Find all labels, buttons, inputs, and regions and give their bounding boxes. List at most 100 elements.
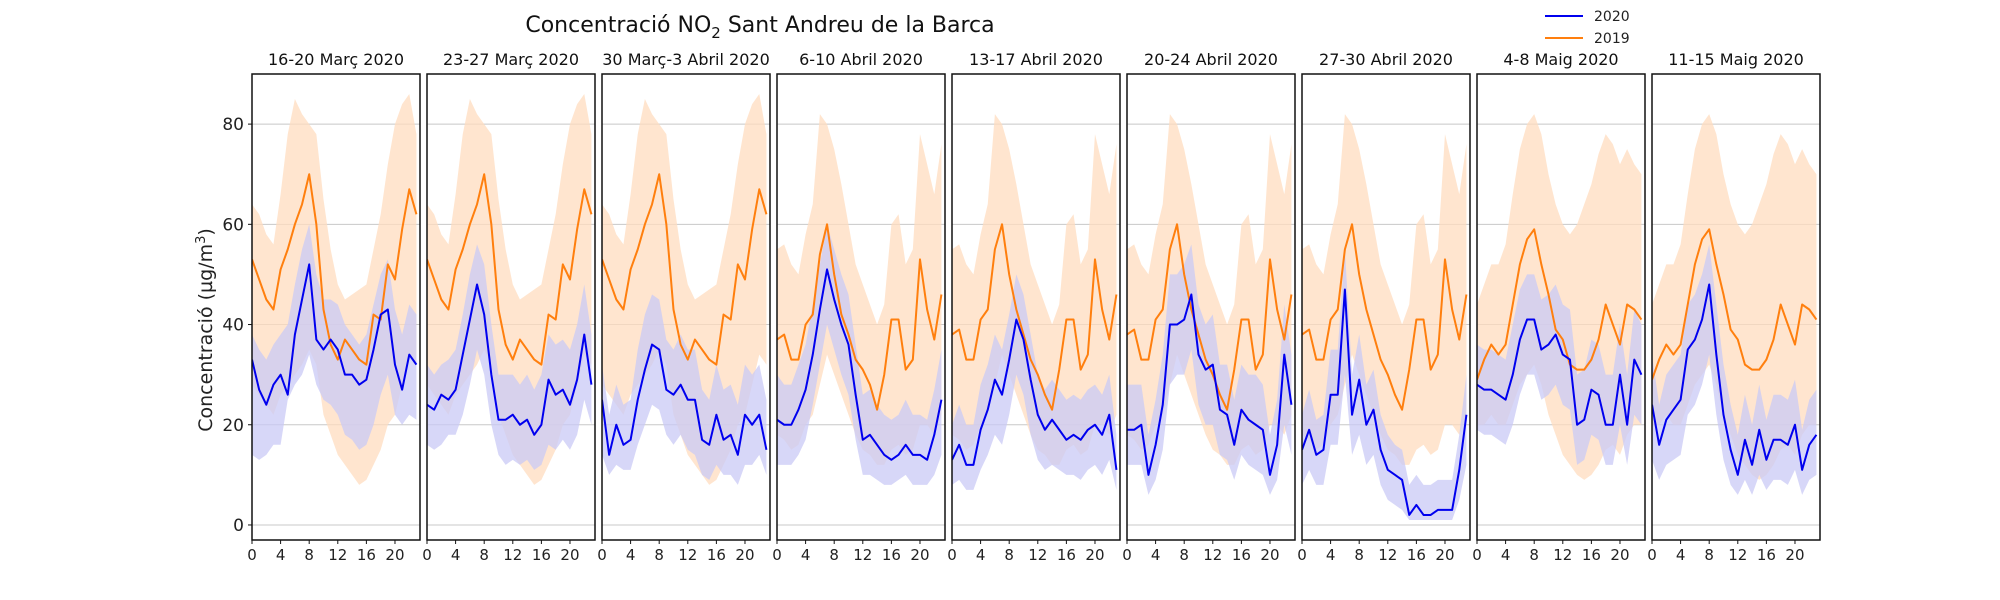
- x-tick-label-12: 12: [328, 546, 347, 564]
- series-line-2019: [1302, 223, 1468, 411]
- y-axis-label-suffix: ): [195, 228, 217, 235]
- x-tick-label-20: 20: [735, 546, 754, 564]
- panel-2: 23-27 Març 2020 0 4 8 12 16 20: [422, 50, 596, 564]
- x-tick-label-0: 0: [1122, 546, 1132, 564]
- x-tick-label-4: 4: [451, 546, 461, 564]
- panel-title: 23-27 Març 2020: [443, 50, 579, 69]
- band-2020: [602, 294, 767, 485]
- x-tick-label-4: 4: [1326, 546, 1336, 564]
- legend-label-2019: 2019: [1594, 31, 1630, 47]
- chart-title-main: Concentració NO: [525, 13, 711, 38]
- band-2020: [427, 244, 592, 470]
- x-tick-label-12: 12: [503, 546, 522, 564]
- chart-title-subscript: 2: [711, 24, 721, 42]
- chart-title-rest: Sant Andreu de la Barca: [721, 13, 995, 38]
- series-line-2020: [1477, 318, 1643, 426]
- x-tick-label-4: 4: [1676, 546, 1686, 564]
- panel-frame: [1126, 73, 1296, 541]
- x-tick-label-16: 16: [532, 546, 551, 564]
- y-axis-label-prefix: Concentració (µg/m: [195, 244, 217, 432]
- x-tick-label-0: 0: [947, 546, 957, 564]
- x-tick-label-16: 16: [1232, 546, 1251, 564]
- panel-7: 27-30 Abril 2020 0 4 8 12 16 20: [1297, 50, 1471, 564]
- x-tick-label-12: 12: [1553, 546, 1572, 564]
- panel-1: 16-20 Març 2020 0 4 8 12 16 20 0 20 40 60 80: [222, 50, 421, 564]
- band-2019: [602, 94, 767, 485]
- panel-8: 4-8 Maig 2020 0 4 8 12 16 20: [1472, 50, 1646, 564]
- panel-plot-area: [602, 94, 770, 526]
- x-tick-label-4: 4: [976, 546, 986, 564]
- series-line-2020: [952, 318, 1118, 470]
- legend: 2020 2019: [1545, 9, 1630, 47]
- x-tick-label-8: 8: [1004, 546, 1014, 564]
- series-line-2020: [777, 268, 943, 461]
- x-tick-label-4: 4: [626, 546, 636, 564]
- series-line-2019: [777, 223, 943, 411]
- panel-plot-area: [777, 114, 945, 526]
- x-tick-label-20: 20: [910, 546, 929, 564]
- x-tick-label-16: 16: [357, 546, 376, 564]
- x-tick-label-4: 4: [276, 546, 286, 564]
- panel-plot-area: [427, 94, 595, 526]
- x-tick-label-20: 20: [1260, 546, 1279, 564]
- panel-frame: [251, 73, 421, 541]
- x-tick-label-16: 16: [1582, 546, 1601, 564]
- chart-title: Concentració NO2 Sant Andreu de la Barca: [525, 13, 994, 42]
- panel-title: 20-24 Abril 2020: [1144, 50, 1278, 69]
- band-2020: [252, 224, 417, 460]
- panel-title: 30 Març-3 Abril 2020: [602, 50, 770, 69]
- x-tick-label-20: 20: [1085, 546, 1104, 564]
- legend-label-2020: 2020: [1594, 9, 1630, 25]
- x-tick-label-0: 0: [1647, 546, 1657, 564]
- panel-frame: [426, 73, 596, 541]
- panel-9: 11-15 Maig 2020 0 4 8 12 16 20: [1647, 50, 1821, 564]
- y-axis-label: Concentració (µg/m3): [194, 228, 217, 432]
- panel-frame: [1476, 73, 1646, 541]
- x-tick-label-0: 0: [1472, 546, 1482, 564]
- x-tick-label-8: 8: [479, 546, 489, 564]
- series-line-2020: [1127, 293, 1293, 476]
- panel-title: 6-10 Abril 2020: [799, 50, 923, 69]
- x-tick-label-16: 16: [707, 546, 726, 564]
- panel-plot-area: [1652, 114, 1820, 526]
- x-tick-label-20: 20: [1435, 546, 1454, 564]
- panel-plot-area: [952, 114, 1120, 526]
- x-tick-label-8: 8: [829, 546, 839, 564]
- series-line-2020: [252, 263, 418, 406]
- x-tick-label-8: 8: [1354, 546, 1364, 564]
- panel-5: 13-17 Abril 2020 0 4 8 12 16 20: [947, 50, 1121, 564]
- panel-frame: [951, 73, 1121, 541]
- x-tick-label-0: 0: [772, 546, 782, 564]
- x-tick-label-16: 16: [1057, 546, 1076, 564]
- x-tick-label-0: 0: [1297, 546, 1307, 564]
- panel-title: 13-17 Abril 2020: [969, 50, 1103, 69]
- x-tick-label-8: 8: [304, 546, 314, 564]
- panel-plot-area: [252, 94, 420, 526]
- series-line-2020: [427, 283, 593, 436]
- panel-plot-area: [1477, 114, 1645, 526]
- y-tick-label-40: 40: [222, 316, 244, 336]
- band-2020: [1652, 244, 1817, 495]
- panel-frame: [776, 73, 946, 541]
- series-line-2020: [602, 343, 768, 456]
- x-tick-label-12: 12: [853, 546, 872, 564]
- panel-frame: [601, 73, 771, 541]
- panel-title: 27-30 Abril 2020: [1319, 50, 1453, 69]
- x-tick-label-20: 20: [1610, 546, 1629, 564]
- y-axis-label-superscript: 3: [194, 236, 209, 244]
- x-tick-label-12: 12: [1728, 546, 1747, 564]
- y-tick-label-60: 60: [222, 215, 244, 235]
- panel-3: 30 Març-3 Abril 2020 0 4 8 12 16 20: [597, 50, 771, 564]
- x-tick-label-12: 12: [1203, 546, 1222, 564]
- panel-4: 6-10 Abril 2020 0 4 8 12 16 20: [772, 50, 946, 564]
- series-line-2019: [1477, 228, 1643, 380]
- band-2020: [777, 224, 942, 485]
- x-tick-label-4: 4: [1501, 546, 1511, 564]
- series-line-2019: [252, 173, 418, 366]
- x-tick-label-16: 16: [1757, 546, 1776, 564]
- x-tick-label-20: 20: [560, 546, 579, 564]
- series-line-2019: [1652, 228, 1818, 380]
- x-tick-label-8: 8: [1704, 546, 1714, 564]
